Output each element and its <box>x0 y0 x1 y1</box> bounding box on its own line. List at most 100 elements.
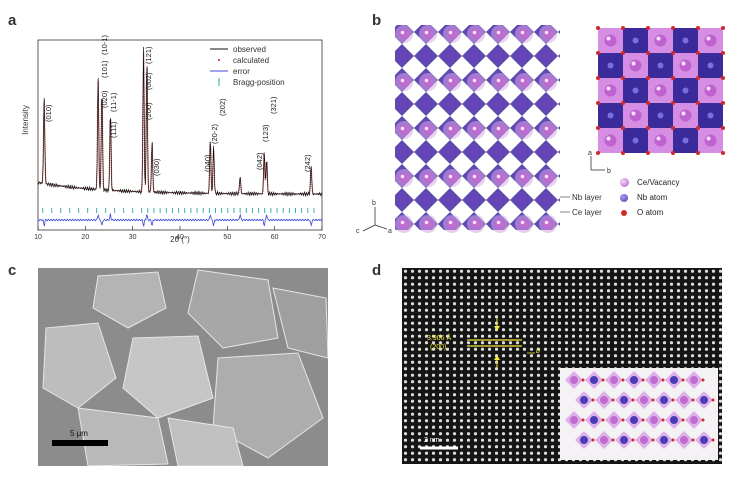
nb-atom <box>632 37 639 44</box>
ce-vacancy-sphere <box>399 219 409 229</box>
ce-vacancy-sphere <box>543 173 553 183</box>
ce-vacancy-sphere <box>495 219 505 229</box>
sphere-highlight <box>496 220 501 225</box>
inset-structure-model <box>565 371 715 449</box>
o-atom-icon <box>621 209 627 216</box>
ce-vacancy-sphere <box>423 29 433 39</box>
ce-vacancy-sphere <box>629 109 642 122</box>
axes-indicator-right: a b <box>588 150 611 175</box>
layer-pointers <box>560 196 570 213</box>
o-atom <box>671 126 675 130</box>
inset-atom <box>600 396 608 404</box>
sphere-highlight <box>520 126 525 131</box>
sphere-highlight <box>424 126 429 131</box>
ce-vacancy-sphere <box>423 219 433 229</box>
sphere-highlight <box>496 30 501 35</box>
ce-vacancy-sphere <box>519 77 529 87</box>
inset-o-atom <box>711 398 715 402</box>
ce-vacancy-sphere <box>704 134 717 147</box>
nb-atom-icon <box>620 193 628 202</box>
sphere-highlight <box>400 126 405 131</box>
inset-o-atom <box>611 398 615 402</box>
peak-label-121: (121) <box>144 46 153 64</box>
xrd-chart: Intensity 2θ (°) 10 20 30 40 50 60 70 observed… <box>21 34 326 244</box>
sphere-highlight <box>681 111 686 116</box>
inset-o-atom <box>691 398 695 402</box>
ce-vacancy-sphere <box>399 125 409 135</box>
nb-layer-label: Nb layer <box>572 193 602 202</box>
o-atom <box>671 26 675 30</box>
sem-flakes <box>38 268 329 467</box>
inset-atom <box>580 396 588 404</box>
o-atom <box>596 101 600 105</box>
ce-vacancy-sphere <box>399 173 409 183</box>
xrd-ylabel: Intensity <box>21 105 30 135</box>
inset-o-atom <box>651 438 655 442</box>
panel-d-letter: d <box>372 262 382 279</box>
sem-flake <box>42 322 117 409</box>
nb-atom <box>607 62 614 69</box>
inset-atom <box>590 416 598 424</box>
inset-atom <box>590 376 598 384</box>
ce-vacancy-sphere <box>679 59 692 72</box>
o-atom <box>696 101 700 105</box>
inset-atom <box>650 416 658 424</box>
inset-o-atom <box>601 418 605 422</box>
peak-label-010: (010) <box>44 104 53 122</box>
sphere-highlight <box>606 136 611 141</box>
ce-vacancy-sphere <box>399 77 409 87</box>
xtick-label: 30 <box>129 234 137 241</box>
o-atom <box>596 76 600 80</box>
o-atom <box>671 151 675 155</box>
sphere-highlight <box>520 30 525 35</box>
ce-vacancy-sphere <box>471 77 481 87</box>
xrd-plot-frame <box>37 39 323 231</box>
xtick-label: 60 <box>271 234 279 241</box>
sphere-highlight <box>448 220 453 225</box>
inset-o-atom <box>661 418 665 422</box>
xtick-label: 20 <box>81 234 89 241</box>
hrtem-image: 3.906 Å (200) b 2 nm <box>402 268 722 464</box>
peak-label-202: (202) <box>218 98 227 116</box>
inset-o-atom <box>581 418 585 422</box>
inset-o-atom <box>591 438 595 442</box>
o-atom <box>621 51 625 55</box>
ce-vacancy-sphere <box>704 84 717 97</box>
inset-atom <box>620 436 628 444</box>
inset-atom <box>690 376 698 384</box>
sphere-highlight <box>424 174 429 179</box>
peak-label-20-2: (20-2) <box>210 123 219 144</box>
sem-flake <box>212 352 324 459</box>
sphere-highlight <box>631 111 636 116</box>
legend-calculated-label: calculated <box>233 56 269 65</box>
sphere-highlight <box>544 126 549 131</box>
ce-vacancy-sphere <box>604 34 617 47</box>
ce-vacancy-sphere <box>519 219 529 229</box>
atom-legend: Ce/Vacancy Nb atom O atom <box>620 178 680 217</box>
inset-atom <box>690 416 698 424</box>
inset-atom <box>680 396 688 404</box>
ce-vacancy-sphere <box>543 77 553 87</box>
o-atom <box>646 51 650 55</box>
axes-indicator-left: b c a <box>356 200 392 235</box>
inset-atom <box>700 396 708 404</box>
ce-vacancy-sphere <box>654 84 667 97</box>
ce-vacancy-sphere <box>543 29 553 39</box>
inset-o-atom <box>631 438 635 442</box>
o-atom <box>671 101 675 105</box>
sphere-highlight <box>472 220 477 225</box>
sphere-highlight <box>706 136 711 141</box>
peak-label-101: (101) <box>100 60 109 78</box>
inset-atom <box>700 436 708 444</box>
ce-layer-spheres <box>395 25 557 233</box>
sphere-highlight <box>496 78 501 83</box>
sphere-highlight <box>606 36 611 41</box>
sphere-highlight <box>400 30 405 35</box>
ce-vacancy-sphere <box>604 134 617 147</box>
o-atom <box>721 76 725 80</box>
inset-o-atom <box>581 378 585 382</box>
inset-atom <box>660 436 668 444</box>
sphere-highlight <box>656 86 661 91</box>
inset-atom <box>650 376 658 384</box>
inset-o-atom <box>651 398 655 402</box>
